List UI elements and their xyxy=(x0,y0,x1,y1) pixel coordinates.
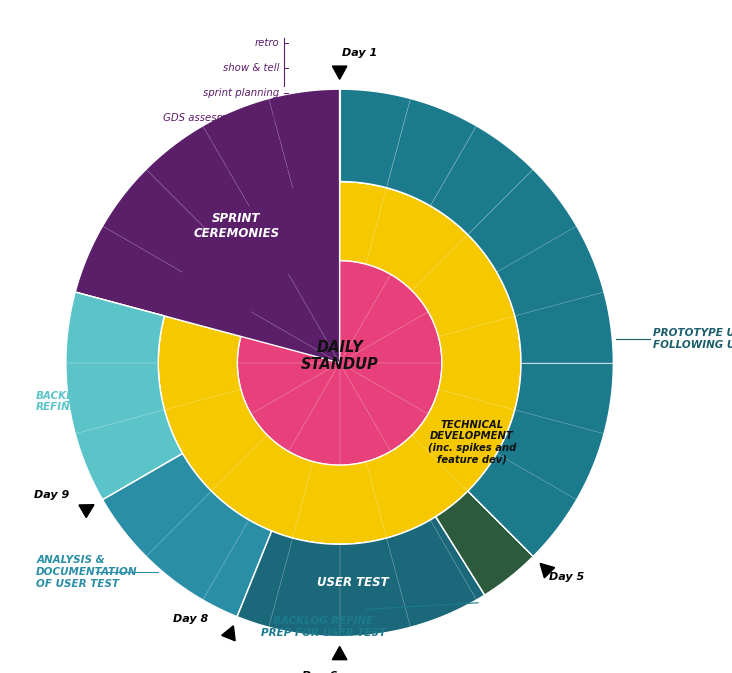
Polygon shape xyxy=(79,505,94,518)
Text: participant review: participant review xyxy=(187,164,280,174)
Text: Day 1: Day 1 xyxy=(342,48,377,58)
Polygon shape xyxy=(332,647,347,660)
Text: PROTOTYPE UPDATES
FOLLOWING USER TEST: PROTOTYPE UPDATES FOLLOWING USER TEST xyxy=(653,328,732,349)
Text: TECHNICAL
DEVELOPMENT
(inc. spikes and
feature dev): TECHNICAL DEVELOPMENT (inc. spikes and f… xyxy=(427,420,516,464)
Polygon shape xyxy=(66,292,182,500)
Polygon shape xyxy=(75,90,340,363)
Text: BACKLOG
REFINE: BACKLOG REFINE xyxy=(36,390,91,413)
Text: BACKLOG REFINE
PREP FOR USER TEST: BACKLOG REFINE PREP FOR USER TEST xyxy=(261,616,386,637)
Text: Day 5: Day 5 xyxy=(549,571,584,581)
Text: Day 6: Day 6 xyxy=(302,671,337,673)
Text: USER TEST: USER TEST xyxy=(317,577,389,590)
Polygon shape xyxy=(158,182,521,544)
Text: Day 8: Day 8 xyxy=(173,614,208,625)
Polygon shape xyxy=(540,563,555,578)
Text: GDS assesment review: GDS assesment review xyxy=(163,113,280,123)
Text: DAILY
STANDUP: DAILY STANDUP xyxy=(301,340,378,372)
Text: resource review: resource review xyxy=(198,138,280,148)
Polygon shape xyxy=(332,66,347,79)
Text: retro: retro xyxy=(255,38,280,48)
Polygon shape xyxy=(102,454,272,616)
Text: sprint planning: sprint planning xyxy=(203,88,280,98)
Polygon shape xyxy=(66,90,613,637)
Text: show & tell: show & tell xyxy=(223,63,280,73)
Circle shape xyxy=(237,260,442,465)
Text: SPRINT
CEREMONIES: SPRINT CEREMONIES xyxy=(193,212,280,240)
Polygon shape xyxy=(436,491,533,595)
Polygon shape xyxy=(340,90,613,557)
Polygon shape xyxy=(222,626,235,641)
Text: ANALYSIS &
DOCUMENTATION
OF USER TEST: ANALYSIS & DOCUMENTATION OF USER TEST xyxy=(36,555,138,589)
Polygon shape xyxy=(237,517,485,637)
Text: Day 9: Day 9 xyxy=(34,490,69,500)
